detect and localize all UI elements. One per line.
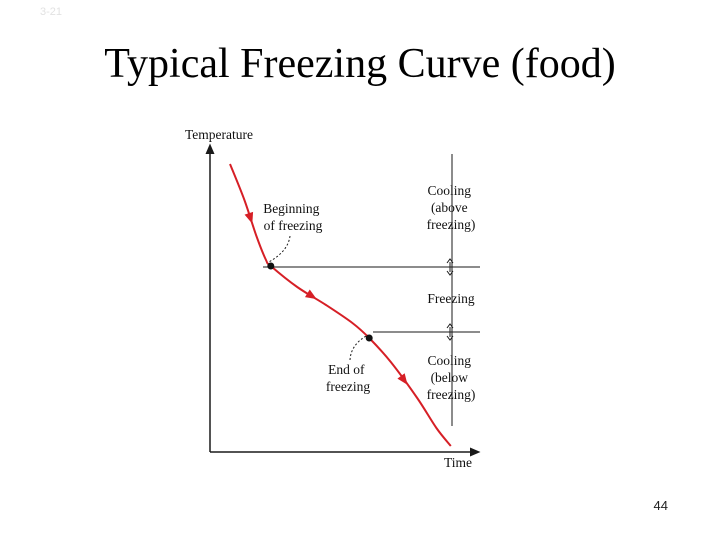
y-axis-label: Temperature: [185, 127, 253, 142]
annotation-beginning-of-freezing: Beginning of freezing: [263, 201, 323, 233]
region-label-cooling-below: Cooling (below freezing): [427, 353, 476, 402]
key-point-beginning-of-freezing: [267, 262, 275, 270]
region-label-freezing: Freezing: [427, 291, 474, 306]
curve-direction-arrow-1: [244, 211, 254, 224]
key-point-end-of-freezing: [365, 334, 373, 342]
region-tick-upper: [446, 258, 454, 276]
annotation-end-of-freezing: End of freezing: [326, 362, 370, 394]
curve-layer: [229, 163, 452, 447]
freezing-curve-line: [229, 163, 452, 447]
region-label-cooling-above: Cooling (above freezing): [427, 183, 476, 232]
chart-svg: Temperature Time Cooling (above freezing…: [185, 127, 481, 470]
freezing-curve-chart: Temperature Time Cooling (above freezing…: [170, 122, 500, 474]
slide-title: Typical Freezing Curve (food): [104, 41, 616, 87]
region-tick-lower: [446, 323, 454, 341]
annotation-leader-beginning: [266, 235, 291, 264]
curve-direction-arrow-3: [397, 373, 408, 385]
annotation-leader-end: [349, 334, 369, 361]
slide-code: 3-21: [40, 6, 63, 18]
x-axis-label: Time: [444, 455, 472, 470]
page-number: 44: [653, 498, 668, 513]
curve-direction-arrow-2: [304, 289, 317, 300]
